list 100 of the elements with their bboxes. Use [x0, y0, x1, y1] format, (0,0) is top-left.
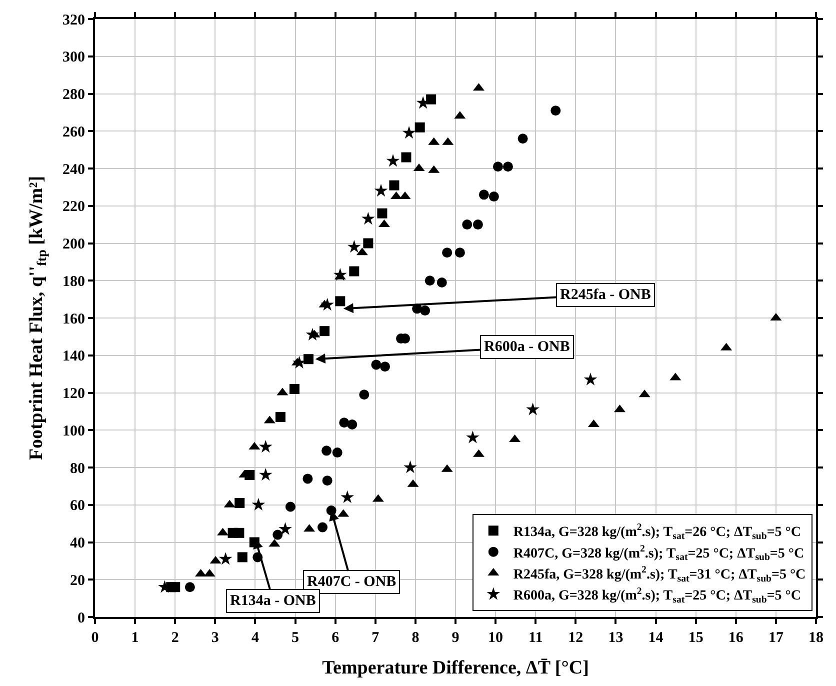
y-tick-label: 280: [62, 87, 85, 103]
x-tick-label: 17: [768, 630, 784, 646]
point: [389, 180, 400, 190]
point: [289, 384, 300, 394]
y-tick-label: 260: [62, 124, 85, 140]
point: [442, 248, 452, 258]
point: [304, 354, 314, 364]
point: [275, 412, 286, 422]
annotation: R600a - ONB: [484, 339, 570, 355]
point: [184, 582, 195, 592]
x-tick-label: 8: [412, 630, 420, 646]
y-tick-label: 60: [70, 498, 85, 514]
point: [420, 306, 430, 316]
point: [488, 192, 499, 202]
legend-label: R245fa, G=328 kg/(m$^{2}$.s); T$_{sat}$=31 °C; ΔT$_{sub}$=5 °C: [513, 564, 806, 584]
y-tick-label: 100: [62, 423, 85, 440]
x-tick-label: 12: [568, 630, 584, 646]
point: [466, 430, 480, 444]
point: [374, 184, 388, 197]
y-tick-label: 0: [78, 610, 85, 626]
point: [436, 277, 447, 288]
y-tick-label: 200: [62, 236, 85, 252]
point: [526, 402, 540, 416]
point: [318, 522, 328, 532]
point: [362, 212, 375, 225]
x-tick-label: 16: [728, 630, 744, 646]
point: [478, 190, 489, 200]
y-tick-label: 140: [62, 348, 85, 365]
x-axis-title: Temperature Difference, ΔT̄ [°C]: [322, 657, 589, 678]
x-tick-label: 0: [91, 630, 99, 646]
y-tick-label: 80: [70, 460, 85, 477]
point: [472, 220, 483, 230]
point: [322, 446, 332, 456]
point: [234, 528, 244, 538]
point: [237, 552, 248, 562]
y-tick-label: 300: [62, 50, 85, 66]
point: [518, 134, 528, 144]
point: [454, 248, 465, 258]
point: [272, 530, 283, 540]
x-tick-label: 10: [488, 630, 504, 646]
point: [348, 240, 361, 253]
point: [359, 390, 370, 400]
point: [320, 326, 330, 336]
annotation: R245fa - ONB: [560, 287, 651, 303]
point: [502, 162, 513, 172]
point: [380, 362, 390, 372]
point: [584, 372, 598, 386]
y-tick-label: 120: [62, 386, 85, 402]
point: [371, 360, 382, 370]
x-tick-label: 5: [292, 630, 300, 646]
point: [340, 490, 354, 504]
y-tick-label: 220: [62, 199, 85, 216]
point: [333, 268, 347, 281]
point: [258, 440, 272, 453]
point: [377, 208, 388, 218]
point: [335, 296, 346, 306]
y-tick-label: 40: [70, 536, 85, 552]
x-tick-label: 4: [251, 630, 260, 646]
point: [320, 298, 334, 311]
point: [363, 238, 374, 248]
x-tick-label: 13: [608, 630, 624, 646]
point: [402, 126, 416, 139]
x-tick-label: 2: [171, 630, 179, 646]
legend-label: R407C, G=328 kg/(m$^{2}$.s); T$_{sat}$=25 °C; ΔT$_{sub}$=5 °C: [513, 543, 804, 564]
point: [347, 420, 358, 430]
x-tick-label: 3: [211, 630, 219, 646]
point: [285, 502, 296, 512]
point: [462, 220, 472, 230]
y-tick-label: 180: [62, 274, 85, 290]
point: [401, 152, 412, 162]
point: [306, 328, 320, 340]
point: [426, 94, 436, 104]
point: [252, 498, 266, 511]
point: [218, 552, 232, 565]
point: [258, 468, 272, 481]
x-tick-label: 18: [808, 630, 824, 646]
x-tick-label: 6: [332, 630, 340, 646]
x-tick-label: 1: [131, 630, 139, 646]
x-tick-label: 11: [528, 630, 543, 646]
legend-label: R134a, G=328 kg/(m$^{2}$.s); T$_{sat}$=26 °C; ΔT$_{sub}$=5 °C: [513, 522, 802, 542]
point: [170, 582, 180, 592]
point: [302, 474, 313, 484]
point: [404, 460, 417, 474]
point: [386, 154, 400, 167]
annotation: R134a - ONB: [230, 593, 316, 609]
point: [339, 418, 350, 428]
point: [424, 276, 435, 286]
x-tick-label: 15: [688, 630, 704, 646]
point: [322, 476, 332, 486]
point: [234, 498, 245, 508]
point: [349, 266, 360, 276]
y-tick-label: 240: [62, 162, 85, 178]
annotation: R407C - ONB: [307, 574, 396, 590]
point: [332, 448, 342, 458]
point: [492, 162, 503, 172]
y-tick-label: 320: [62, 12, 85, 28]
x-tick-label: 14: [648, 630, 664, 646]
point: [550, 106, 561, 116]
x-tick-label: 7: [372, 630, 380, 646]
legend-label: R600a, G=328 kg/(m$^{2}$.s); T$_{sat}$=25 °C; ΔT$_{sub}$=5 °C: [513, 586, 802, 606]
